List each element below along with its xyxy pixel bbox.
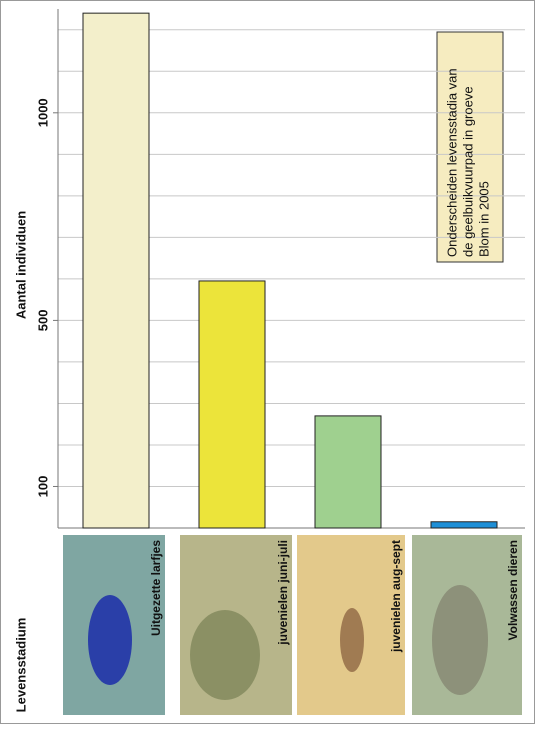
bar [314, 415, 382, 529]
x-axis-label: Levensstadium [13, 618, 28, 713]
photo-larva [88, 595, 132, 685]
y-tick-label: 1000 [35, 98, 50, 127]
annotation-box [436, 31, 504, 263]
y-tick-label: 500 [35, 310, 50, 332]
x-tick-label: Volwassen dieren [506, 540, 520, 640]
bar [198, 280, 266, 529]
x-tick-label: juvenielen juni-juli [276, 540, 290, 646]
photo-toad [432, 585, 488, 695]
x-tick-label: Uitgezette larfjes [149, 540, 163, 636]
x-tick-label: juvenielen aug-sept [389, 540, 403, 653]
photos [63, 535, 522, 715]
y-axis-label: Aantal individuen [13, 211, 28, 319]
annotation-text: Onderscheiden levensstadia van [444, 68, 459, 257]
bar [430, 521, 498, 529]
photo-froglet [340, 608, 364, 672]
annotation-text: de geelbuikvuurpad in groeve [460, 86, 475, 257]
y-tick-label: 100 [35, 476, 50, 498]
bar [82, 12, 150, 529]
photo-froglet [190, 610, 260, 700]
annotation-text: Blom in 2005 [476, 181, 491, 257]
